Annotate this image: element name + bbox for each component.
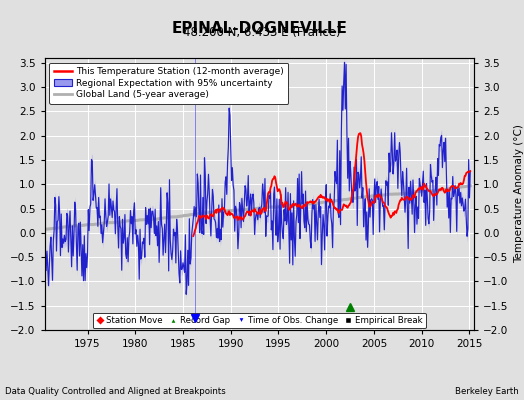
Text: Berkeley Earth: Berkeley Earth	[455, 387, 519, 396]
Y-axis label: Temperature Anomaly (°C): Temperature Anomaly (°C)	[514, 124, 524, 264]
Title: EPINAL-DOGNEVILLE: EPINAL-DOGNEVILLE	[171, 21, 347, 36]
Text: 48.200 N, 6.433 E (France): 48.200 N, 6.433 E (France)	[183, 26, 341, 39]
Text: Data Quality Controlled and Aligned at Breakpoints: Data Quality Controlled and Aligned at B…	[5, 387, 226, 396]
Legend: Station Move, Record Gap, Time of Obs. Change, Empirical Break: Station Move, Record Gap, Time of Obs. C…	[93, 312, 426, 328]
